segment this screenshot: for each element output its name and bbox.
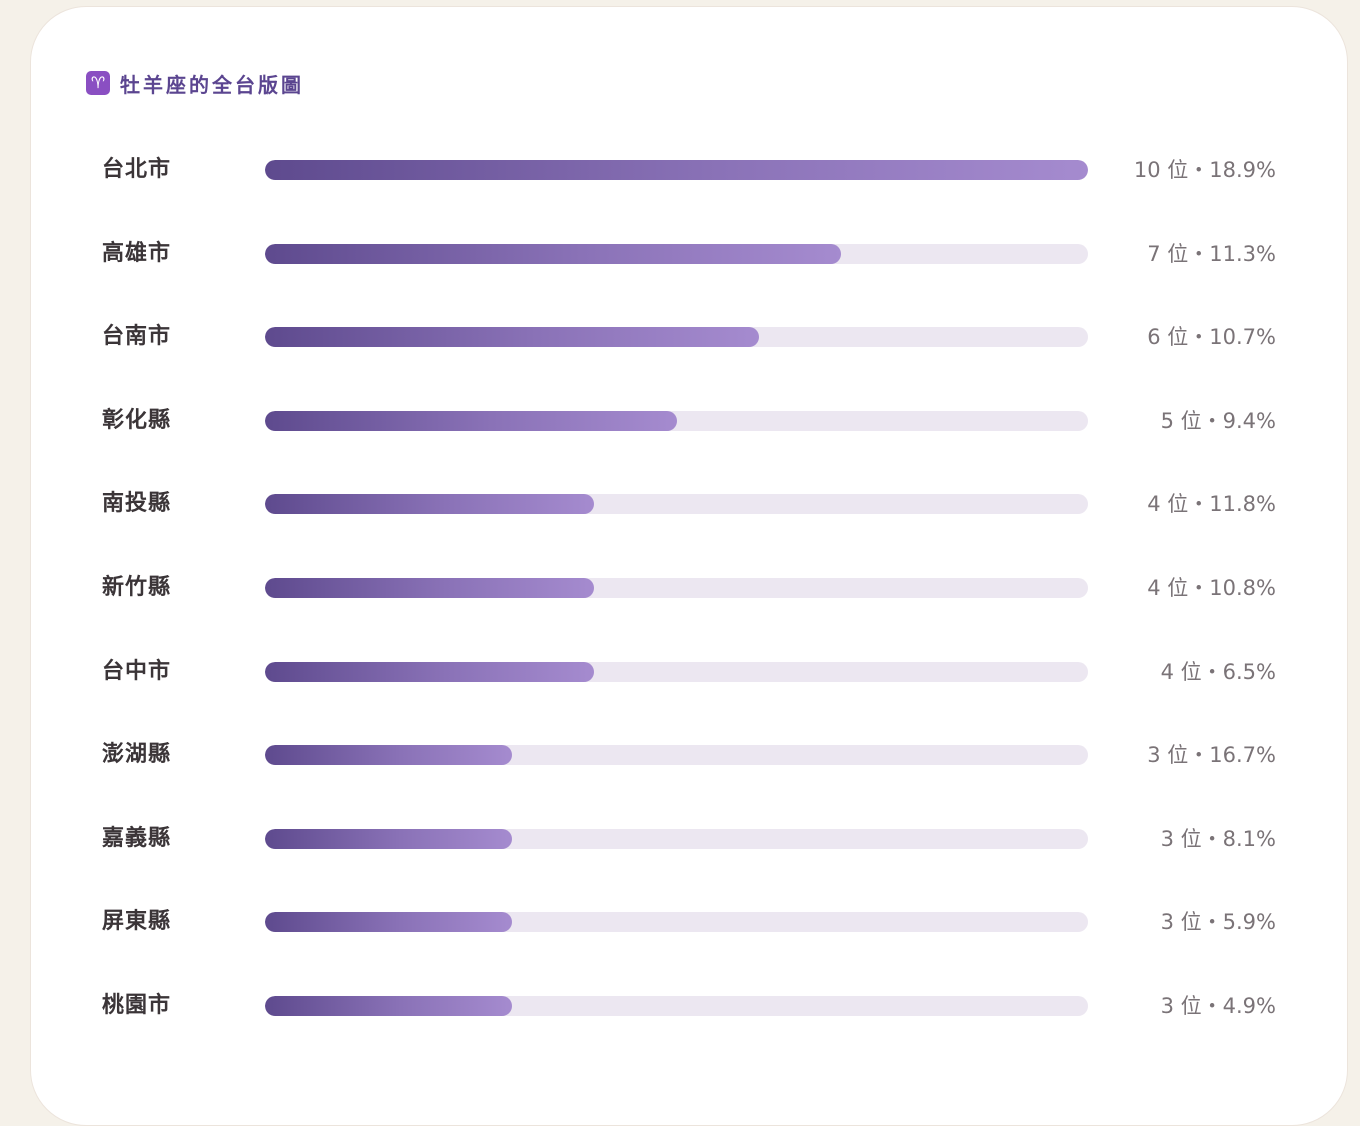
bar-fill: [265, 912, 512, 933]
bar-value-label: 4 位・6.5%: [1160, 659, 1276, 684]
bar-value-label: 6 位・10.7%: [1147, 325, 1276, 350]
bar-value-label: 3 位・4.9%: [1160, 994, 1276, 1018]
bar-row: 桃園市 3 位・4.9%: [0, 986, 1360, 1026]
bar-track: [265, 494, 1088, 515]
bar-row: 澎湖縣 3 位・16.7%: [0, 735, 1360, 775]
county-label: 澎湖縣: [102, 742, 172, 768]
county-label: 屏東縣: [102, 909, 172, 935]
bar-fill: [265, 494, 595, 515]
bar-track: [265, 578, 1088, 598]
bar-value-label: 4 位・10.8%: [1147, 576, 1276, 600]
chart-card: [30, 6, 1348, 1126]
bar-track: [265, 661, 1088, 682]
county-label: 嘉義縣: [102, 825, 172, 851]
bar-track: [265, 327, 1088, 348]
chart-title: ♈ 牡羊座的全台版圖: [86, 68, 304, 98]
bar-track: [265, 243, 1088, 264]
bar-track: [265, 912, 1088, 933]
bar-fill: [265, 661, 595, 682]
bar-fill: [265, 828, 512, 849]
bar-value-label: 3 位・8.1%: [1160, 826, 1276, 851]
bar-value-label: 7 位・11.3%: [1147, 241, 1276, 266]
bar-row: 新竹縣 4 位・10.8%: [0, 568, 1360, 608]
chart-title-text: 牡羊座的全台版圖: [120, 72, 304, 97]
bar-value-label: 3 位・16.7%: [1147, 743, 1276, 768]
bar-row: 台南市 6 位・10.7%: [0, 317, 1360, 357]
bar-fill: [265, 996, 512, 1016]
bar-track: [265, 828, 1088, 849]
bar-value-label: 10 位・18.9%: [1133, 158, 1276, 182]
bar-fill: [265, 745, 512, 766]
bar-fill: [265, 243, 842, 264]
bar-row: 台北市 10 位・18.9%: [0, 150, 1360, 190]
bar-row: 台中市 4 位・6.5%: [0, 652, 1360, 692]
bar-row: 屏東縣 3 位・5.9%: [0, 902, 1360, 942]
county-label: 新竹縣: [102, 575, 172, 600]
county-label: 台北市: [102, 157, 172, 182]
bar-fill: [265, 410, 677, 431]
bar-value-label: 4 位・11.8%: [1147, 492, 1276, 517]
bar-row: 彰化縣 5 位・9.4%: [0, 401, 1360, 441]
bar-row: 嘉義縣 3 位・8.1%: [0, 819, 1360, 859]
bar-fill: [265, 160, 1088, 180]
bar-track: [265, 410, 1088, 431]
bar-track: [265, 745, 1088, 766]
bar-track: [265, 160, 1088, 180]
bar-value-label: 3 位・5.9%: [1160, 910, 1276, 935]
bar-track: [265, 996, 1088, 1016]
county-label: 彰化縣: [102, 407, 172, 433]
bar-row: 高雄市 7 位・11.3%: [0, 234, 1360, 274]
county-label: 桃園市: [102, 993, 172, 1018]
aries-icon: ♈: [86, 71, 110, 95]
county-label: 南投縣: [102, 491, 172, 517]
bar-value-label: 5 位・9.4%: [1160, 408, 1276, 433]
county-label: 台中市: [102, 658, 172, 684]
bar-row: 南投縣 4 位・11.8%: [0, 484, 1360, 524]
bar-fill: [265, 578, 595, 598]
county-label: 高雄市: [102, 240, 172, 266]
county-label: 台南市: [102, 324, 172, 350]
bar-fill: [265, 327, 759, 348]
